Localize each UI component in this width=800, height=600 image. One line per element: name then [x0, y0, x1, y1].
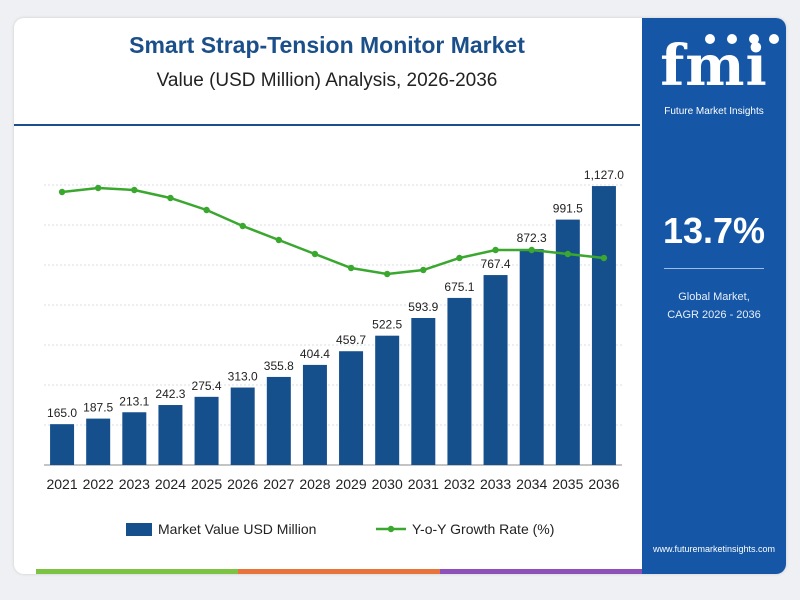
bar-2033 — [483, 275, 508, 465]
bar-2024 — [158, 405, 183, 465]
bar-label-2025: 275.4 — [192, 379, 222, 393]
bar-2034 — [519, 249, 544, 465]
bar-2035 — [555, 219, 580, 465]
bar-2031 — [411, 318, 436, 465]
x-tick-2030: 2030 — [372, 476, 403, 492]
legend-line-marker — [387, 525, 395, 533]
bar-2032 — [447, 297, 472, 465]
bar-label-2032: 675.1 — [444, 280, 474, 294]
cagr-label: Global Market, CAGR 2026 - 2036 — [642, 288, 786, 324]
legend-bar-swatch — [126, 523, 152, 536]
strip-segment-purple — [440, 569, 642, 574]
chart-subtitle: Value (USD Million) Analysis, 2026-2036 — [156, 70, 498, 91]
bar-label-2035: 991.5 — [553, 202, 583, 216]
growth-point-2030 — [383, 270, 391, 278]
bar-2030 — [375, 335, 400, 465]
growth-point-2034 — [528, 246, 535, 254]
growth-point-2029 — [347, 264, 355, 272]
bar-label-2028: 404.4 — [300, 347, 330, 361]
bar-label-2027: 355.8 — [264, 359, 294, 373]
bar-label-2024: 242.3 — [155, 387, 185, 401]
fmi-logo-text: fmi — [660, 33, 768, 99]
cagr-label-line1: Global Market, — [678, 291, 750, 303]
growth-point-2021 — [58, 188, 66, 196]
bar-2036 — [591, 186, 616, 465]
cagr-label-line2: CAGR 2026 - 2036 — [667, 309, 761, 321]
bar-2026 — [230, 387, 255, 465]
x-tick-2034: 2034 — [516, 476, 547, 492]
bar-label-2033: 767.4 — [481, 257, 511, 271]
legend-line-label: Y-o-Y Growth Rate (%) — [412, 521, 554, 537]
bar-label-2036: 1,127.0 — [584, 168, 624, 182]
bar-2023 — [122, 412, 147, 465]
growth-point-2025 — [203, 206, 210, 214]
fmi-logo-icon — [705, 34, 779, 44]
growth-point-2035 — [564, 250, 572, 258]
growth-point-2032 — [456, 254, 463, 262]
bar-2027 — [266, 376, 291, 465]
x-tick-2021: 2021 — [46, 476, 77, 492]
sidebar-panel: fmi Future Market Insights 13.7% Global … — [642, 18, 786, 574]
x-tick-2022: 2022 — [83, 476, 114, 492]
bar-label-2034: 872.3 — [517, 231, 547, 245]
growth-point-2024 — [167, 194, 174, 202]
bar-label-2022: 187.5 — [83, 401, 113, 415]
chart-area: 165.0 2021 187.5 2022 213.1 2023 242.3 2024 275.… — [44, 168, 624, 537]
strip-segment-orange — [238, 569, 440, 574]
brand-name: Future Market Insights — [664, 106, 764, 117]
x-tick-2029: 2029 — [335, 476, 366, 492]
x-tick-2036: 2036 — [588, 476, 619, 492]
bar-2025 — [194, 396, 219, 465]
color-strip — [36, 569, 642, 574]
bar-label-2029: 459.7 — [336, 333, 366, 347]
bar-label-2023: 213.1 — [119, 394, 149, 408]
x-tick-2028: 2028 — [299, 476, 330, 492]
x-tick-2033: 2033 — [480, 476, 511, 492]
x-tick-2026: 2026 — [227, 476, 258, 492]
bar-label-2031: 593.9 — [408, 300, 438, 314]
legend-bar-label: Market Value USD Million — [158, 521, 316, 537]
sidebar-divider — [664, 268, 764, 269]
growth-point-2036 — [600, 254, 608, 262]
x-tick-2024: 2024 — [155, 476, 186, 492]
growth-point-2022 — [94, 184, 102, 192]
bar-2021 — [50, 424, 75, 465]
x-tick-2027: 2027 — [263, 476, 294, 492]
growth-point-2033 — [492, 246, 499, 254]
growth-point-2028 — [311, 250, 319, 258]
x-tick-2032: 2032 — [444, 476, 475, 492]
strip-segment-green — [36, 569, 238, 574]
bar-2022 — [86, 418, 111, 465]
chart-title: Smart Strap-Tension Monitor Market — [129, 32, 525, 58]
website-link[interactable]: www.futuremarketinsights.com — [652, 544, 776, 554]
x-tick-2023: 2023 — [119, 476, 150, 492]
bar-2028 — [302, 364, 327, 465]
growth-point-2026 — [239, 222, 246, 230]
bar-2029 — [339, 351, 364, 465]
x-tick-2025: 2025 — [191, 476, 222, 492]
x-tick-2031: 2031 — [408, 476, 439, 492]
x-tick-2035: 2035 — [552, 476, 583, 492]
bar-label-2026: 313.0 — [228, 370, 258, 384]
growth-point-2027 — [275, 236, 283, 244]
chart-card: Smart Strap-Tension Monitor Market Value… — [14, 18, 786, 574]
cagr-value: 13.7% — [662, 210, 766, 251]
growth-point-2031 — [420, 266, 427, 274]
bar-label-2021: 165.0 — [47, 406, 77, 420]
growth-point-2023 — [131, 186, 138, 194]
bar-label-2030: 522.5 — [372, 318, 402, 332]
title-divider — [14, 124, 640, 126]
growth-line — [61, 186, 605, 276]
